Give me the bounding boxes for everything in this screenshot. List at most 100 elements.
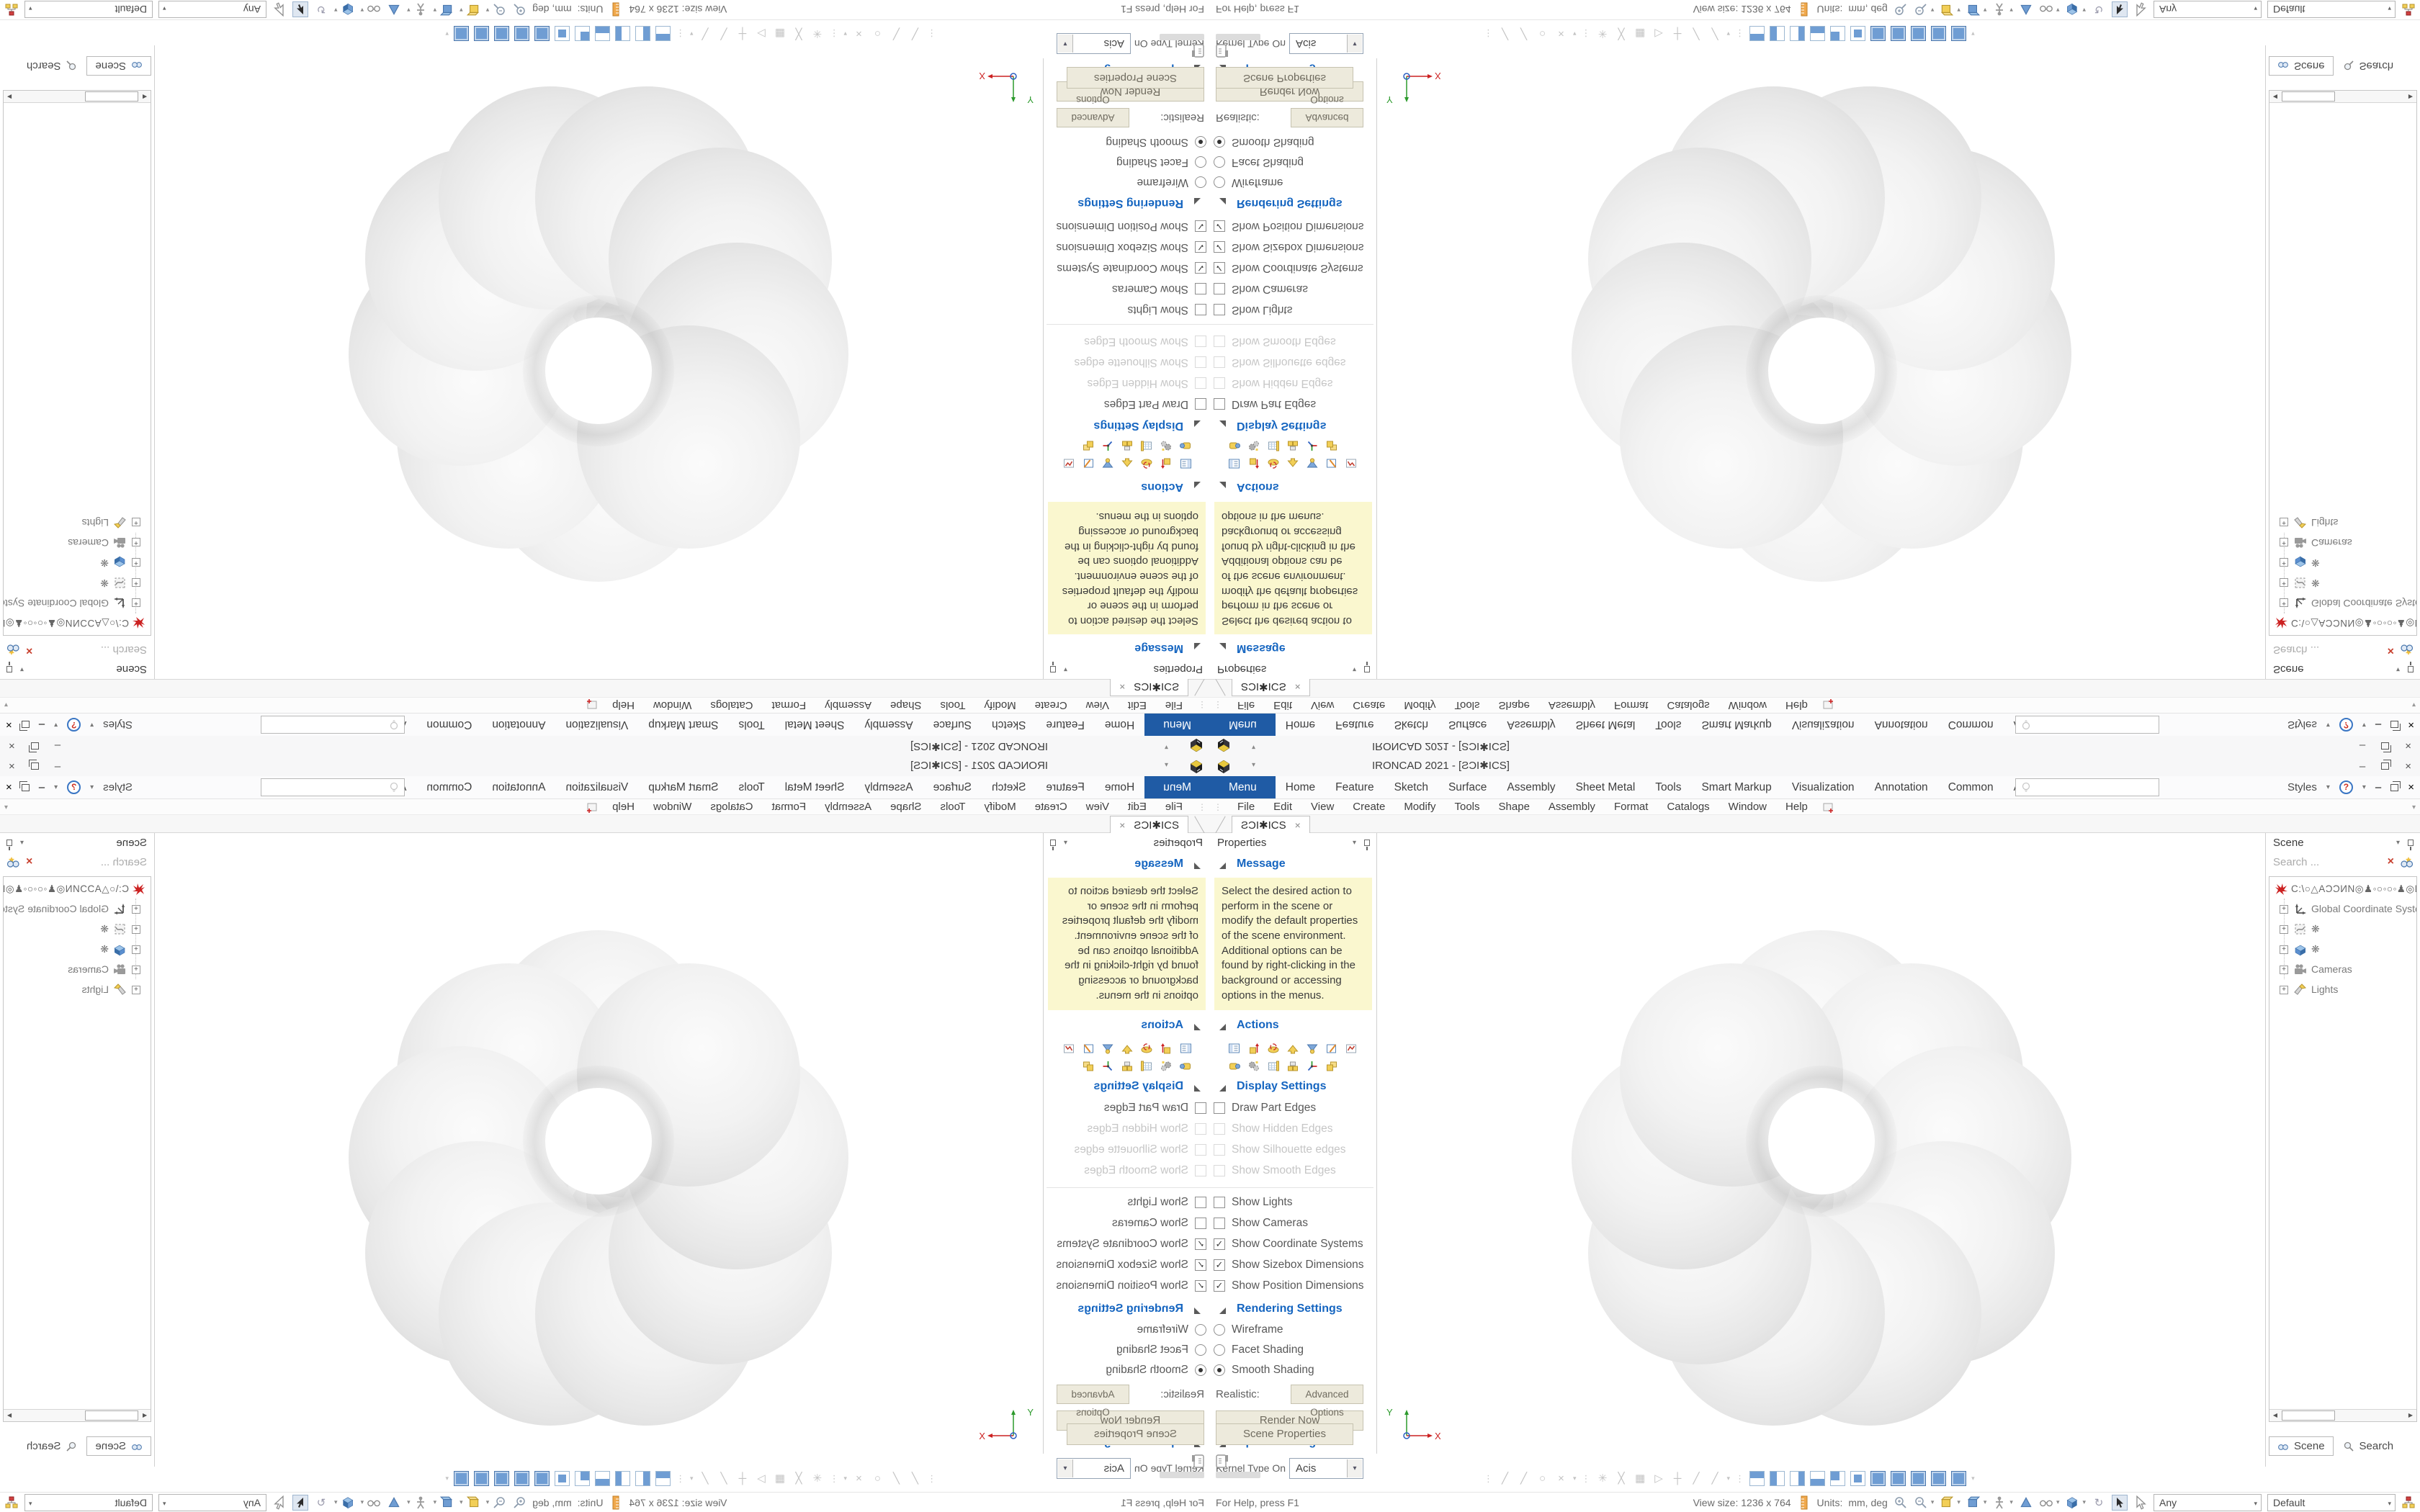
view-cube-caret-icon[interactable]: ▾	[1971, 30, 1975, 37]
expand-plus-icon[interactable]: +	[132, 558, 140, 567]
dimension-tool-icon[interactable]: ┼	[1673, 27, 1682, 40]
checkbox-icon[interactable]	[1214, 398, 1225, 410]
combo-caret-icon[interactable]: ▾	[1058, 1459, 1073, 1477]
grid-ruler-icon[interactable]	[1267, 1060, 1280, 1072]
doc-restore-button[interactable]	[21, 783, 30, 791]
zoom-out-icon[interactable]	[492, 3, 506, 17]
parallel-tool-icon[interactable]: ╱	[1693, 27, 1700, 40]
zoom-out-icon[interactable]	[492, 1495, 506, 1510]
ribbon-search-input[interactable]	[261, 778, 405, 796]
triad-icon[interactable]	[1101, 1060, 1114, 1072]
select-cursor-alt-icon[interactable]	[272, 1495, 287, 1510]
bend-arrow-icon[interactable]	[1286, 1043, 1299, 1055]
spark-tool-icon[interactable]: ✳	[1597, 27, 1608, 40]
draw-circle-tool-icon[interactable]: ○	[874, 1472, 882, 1485]
styles-caret-icon[interactable]: ▾	[2326, 721, 2330, 729]
menu-window[interactable]: Window	[653, 699, 692, 712]
glasses-caret-icon[interactable]: ▾	[2056, 6, 2060, 14]
toolbar-drag-handle-icon[interactable]: ⋮	[927, 28, 936, 40]
walk-caret-icon[interactable]: ▾	[2009, 1498, 2013, 1506]
gears-icon[interactable]	[1247, 441, 1260, 453]
menu-overflow-caret-icon[interactable]: ▾	[2411, 701, 2416, 708]
tab-menu[interactable]: Menu	[1210, 714, 1276, 736]
checkbox-show-position-dimensions[interactable]: ✓ Show Position Dimensions	[1044, 1277, 1210, 1297]
scene-tree-root[interactable]: C:\○△AƆƆИN◎♟◦○◦○◦♟◎ИN	[4, 613, 148, 632]
scene-tree-root[interactable]: C:\○△AƆƆИN◎♟◦○◦○◦♟◎ИN	[2272, 613, 2416, 632]
toolbar-drag-handle-icon[interactable]: ⋮	[675, 1472, 685, 1484]
select-tool-icon[interactable]: ▷	[1654, 1472, 1663, 1485]
walk-caret-icon[interactable]: ▾	[2009, 6, 2013, 14]
minimize-button[interactable]: –	[2359, 760, 2366, 773]
checkbox-icon[interactable]	[1214, 1196, 1225, 1208]
blocks-lock-icon[interactable]	[1121, 1060, 1134, 1072]
menu-overflow-caret-icon[interactable]: ▾	[4, 804, 9, 811]
solid-cube-icon[interactable]	[341, 1495, 355, 1510]
doc-minimize-button[interactable]: –	[38, 719, 45, 731]
tab-menu[interactable]: Menu	[1144, 776, 1210, 798]
draw-circle-tool-icon[interactable]: ○	[1538, 27, 1546, 40]
units-value[interactable]: mm, deg	[1848, 1496, 1888, 1508]
configuration-select[interactable]: Default ▾	[24, 1, 153, 19]
extrude-part-icon[interactable]	[1160, 458, 1173, 470]
properties-menu-caret-icon[interactable]: ▾	[1352, 839, 1356, 847]
tab-home[interactable]: Home	[1104, 781, 1135, 793]
menu-modify[interactable]: Modify	[1404, 800, 1436, 813]
glasses-caret-icon[interactable]: ▾	[360, 1498, 364, 1506]
menu-tools[interactable]: Tools	[940, 800, 966, 813]
expand-plus-icon[interactable]: +	[132, 945, 140, 954]
properties-pin-icon[interactable]	[1364, 840, 1370, 850]
extrude-part-icon[interactable]	[1247, 1043, 1260, 1055]
radio-facet-shading[interactable]: Facet Shading	[1044, 151, 1210, 171]
tab-scene[interactable]: Scene	[2269, 1436, 2334, 1456]
checkbox-show-position-dimensions[interactable]: ✓ Show Position Dimensions	[1210, 215, 1376, 236]
yellow-box-mode-icon[interactable]	[1940, 3, 1954, 17]
checkbox-show-cameras[interactable]: Show Cameras	[1210, 278, 1376, 299]
scene-search-input[interactable]: Search ...	[2273, 856, 2320, 868]
styles-caret-icon[interactable]: ▾	[2326, 783, 2330, 791]
graph-icon[interactable]	[1062, 458, 1075, 470]
scene-tree-root[interactable]: C:\○△AƆƆИN◎♟◦○◦○◦♟◎ИN	[2272, 880, 2416, 899]
funnel-icon[interactable]	[1306, 1043, 1319, 1055]
checkbox-draw-part-edges[interactable]: Draw Part Edges	[1210, 393, 1376, 414]
units-value[interactable]: mm, deg	[532, 4, 572, 16]
draw-circle-tool-icon[interactable]: ○	[874, 27, 882, 40]
properties-menu-caret-icon[interactable]: ▾	[1352, 665, 1356, 673]
select-cursor-active-button[interactable]	[2112, 1494, 2128, 1511]
scene-list-icon[interactable]	[1228, 458, 1241, 470]
view-cube-front-icon[interactable]	[635, 1471, 650, 1486]
checkbox-icon[interactable]	[1195, 398, 1206, 410]
tab-smart-markup[interactable]: Smart Markup	[1701, 781, 1772, 793]
help-icon[interactable]: ?	[67, 780, 81, 794]
tree-item-shape-1[interactable]: + ❋	[2269, 919, 2416, 940]
tree-item-global-coordinate-system[interactable]: + Global Coordinate System	[2269, 593, 2417, 613]
grid-ruler-icon[interactable]	[1140, 441, 1153, 453]
checkbox-icon[interactable]	[1195, 283, 1206, 295]
document-tab[interactable]: ƧƆI✱ICS ×	[1232, 816, 1310, 833]
tree-item-shape-1[interactable]: + ❋	[4, 919, 151, 940]
checkbox-checked-icon[interactable]: ✓	[1214, 1259, 1225, 1271]
extrude-part-icon[interactable]	[1160, 1043, 1173, 1055]
tab-common[interactable]: Common	[1948, 719, 1994, 731]
menu-assembly[interactable]: Assembly	[825, 699, 872, 712]
orbit-icon[interactable]: ↻	[316, 3, 326, 16]
zoom-in-icon[interactable]	[512, 3, 526, 17]
checkbox-checked-icon[interactable]: ✓	[1195, 262, 1206, 274]
scrollbar-thumb[interactable]	[85, 91, 138, 102]
tree-item-shape-2[interactable]: + ❋	[4, 552, 151, 572]
checkbox-checked-icon[interactable]: ✓	[1195, 241, 1206, 253]
expand-plus-icon[interactable]: +	[132, 905, 140, 914]
expand-plus-icon[interactable]: +	[2280, 925, 2288, 934]
menu-edit[interactable]: Edit	[1273, 800, 1293, 813]
zoom-caret-icon[interactable]: ▾	[1930, 1498, 1935, 1506]
tab-smart-markup[interactable]: Smart Markup	[648, 719, 719, 731]
ironcad-app-icon[interactable]	[1216, 758, 1232, 774]
menu-edit[interactable]: Edit	[1127, 699, 1147, 712]
rotate-dimension-icon[interactable]	[1140, 1043, 1153, 1055]
tool-group-caret-icon[interactable]: ▾	[843, 1475, 847, 1482]
view-cube-iso-icon[interactable]	[453, 26, 469, 41]
expand-plus-icon[interactable]: +	[2280, 966, 2288, 974]
radio-selected-icon[interactable]	[1195, 1364, 1206, 1376]
scene-list-icon[interactable]	[1228, 1043, 1241, 1055]
doc-close-button[interactable]: ×	[6, 781, 12, 793]
zoom-caret-icon[interactable]: ▾	[1930, 6, 1935, 14]
